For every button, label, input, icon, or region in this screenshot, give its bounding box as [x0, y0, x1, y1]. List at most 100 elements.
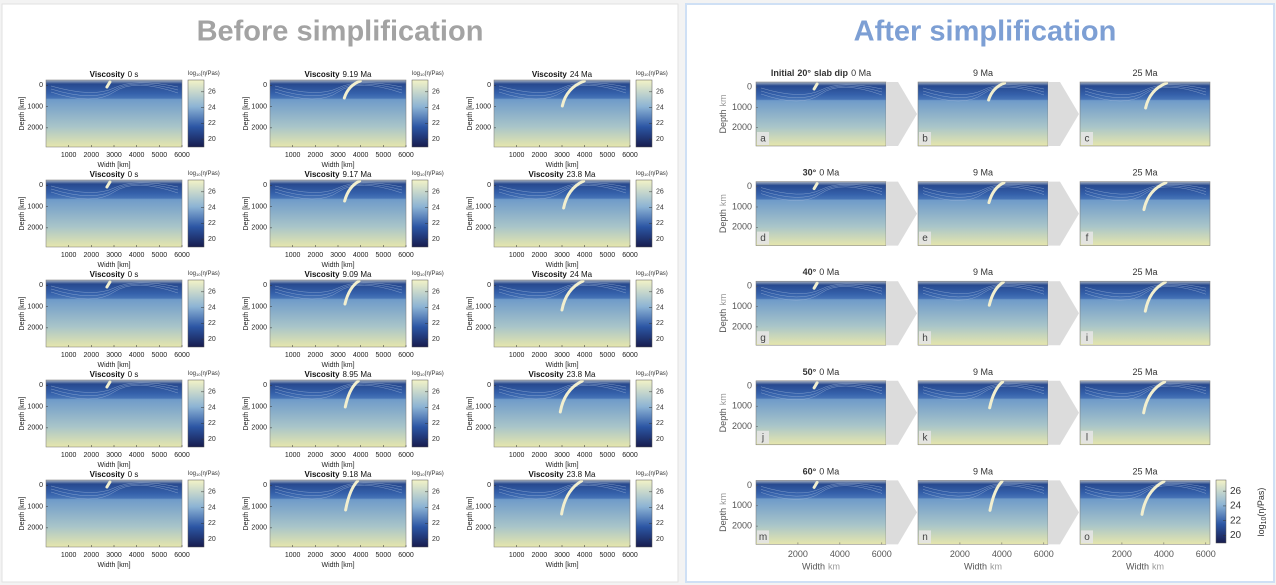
title-bold: slab dip [814, 68, 849, 78]
label-part: log [188, 371, 196, 377]
panel-letter: l [1086, 432, 1088, 443]
colorbar [187, 379, 205, 448]
panel-frame [917, 480, 1049, 545]
colorbar-tick-label: 20 [432, 536, 440, 543]
x-tick-label: 4000 [1154, 549, 1174, 559]
x-axis-label: Width [km] [97, 262, 130, 269]
colorbar-tick-label: 24 [208, 504, 216, 511]
y-tick-label: 0 [487, 182, 491, 189]
label-sub: 10 [644, 72, 649, 77]
streamline [760, 484, 883, 497]
x-tick-label: 6000 [398, 552, 414, 559]
streamline [50, 483, 179, 496]
title-time: 25 Ma [1132, 268, 1157, 278]
x-tick-label: 3000 [106, 152, 122, 159]
title-time: 25 Ma [1132, 367, 1157, 377]
slab [105, 380, 112, 389]
x-axis-label: Width [km] [97, 162, 130, 169]
slab [812, 82, 819, 91]
y-tick-label: 1000 [475, 203, 491, 210]
x-tick-label: 6000 [1034, 549, 1054, 559]
x-tick-label: 6000 [1196, 549, 1216, 559]
streamline [498, 382, 627, 393]
x-tick-label: 4000 [577, 252, 593, 259]
label-part: (η/Pas) [648, 371, 667, 377]
panel-title: Viscosity 8.95 Ma [305, 370, 372, 379]
viscosity-field [494, 180, 630, 247]
viscosity-field [270, 80, 406, 147]
title-bold: Viscosity [532, 70, 568, 79]
streamline [922, 186, 1045, 201]
streamline [922, 484, 1045, 497]
colorbar-tick-label: 24 [432, 504, 440, 511]
label-part: log [412, 71, 420, 77]
label-part: (η/Pas) [1256, 488, 1266, 517]
y-axis-label: Depth [km] [243, 497, 250, 531]
panel-frame [917, 81, 1049, 147]
y-tick-label: 1000 [732, 201, 752, 211]
title-time: 0 Ma [819, 367, 839, 377]
label-sub: 10 [196, 72, 201, 77]
y-tick-label: 2000 [732, 222, 752, 232]
panel-title: Viscosity 0 s [90, 170, 139, 179]
colorbar-tick-label: 22 [1230, 515, 1242, 526]
x-tick-label: 4000 [129, 452, 145, 459]
panel-title: Initial 20° slab dip 0 Ma [771, 68, 871, 78]
label-sub: 10 [420, 172, 425, 177]
y-tick-label: 2000 [251, 425, 267, 432]
panel-letter-box [919, 530, 931, 544]
label-part: log [188, 471, 196, 477]
panel-title: 9 Ma [973, 168, 993, 178]
label-unit: km [828, 562, 840, 572]
x-tick-label: 5000 [376, 252, 392, 259]
x-tick-label: 6000 [174, 352, 190, 359]
viscosity-field [756, 480, 886, 545]
x-tick-label: 6000 [872, 549, 892, 559]
title-dip: 30° [803, 168, 817, 178]
y-tick-label: 0 [487, 82, 491, 89]
panel-title: Viscosity 9.18 Ma [305, 470, 372, 479]
slab [105, 180, 112, 189]
x-tick-label: 1000 [61, 552, 77, 559]
streamline [760, 186, 883, 201]
streamline [274, 382, 403, 393]
colorbar-tick-label: 20 [656, 436, 664, 443]
streamline [760, 385, 883, 400]
y-tick-label: 1000 [251, 303, 267, 310]
viscosity-field [918, 281, 1048, 346]
panel-title: Viscosity 24 Ma [532, 270, 593, 279]
y-tick-label: 0 [747, 480, 752, 490]
colorbar-tick-label: 22 [656, 420, 664, 427]
slab [812, 381, 819, 390]
colorbar [411, 479, 429, 548]
x-axis-label: Width [km] [97, 462, 130, 469]
streamline [1084, 286, 1207, 301]
y-tick-label: 1000 [475, 403, 491, 410]
panel-title: Viscosity 23.8 Ma [529, 170, 596, 179]
streamline [274, 283, 403, 296]
panel-letter: n [922, 532, 928, 543]
viscosity-field [918, 82, 1048, 146]
label-part: log [636, 371, 644, 377]
streamline [274, 385, 403, 400]
streamline [760, 87, 883, 102]
streamline [50, 85, 179, 100]
y-tick-label: 2000 [475, 425, 491, 432]
label-unit: km [718, 194, 728, 206]
x-tick-label: 3000 [330, 452, 346, 459]
x-axis-label: Width km [802, 562, 840, 572]
label-sub: 10 [196, 472, 201, 477]
y-tick-label: 0 [39, 482, 43, 489]
chevron [1049, 82, 1079, 146]
panel-frame [917, 181, 1049, 246]
y-axis-label: Depth [km] [467, 297, 474, 331]
y-axis-label: Depth [km] [19, 97, 26, 131]
label-sub: 10 [644, 172, 649, 177]
streamline [274, 182, 403, 193]
colorbar-tick-label: 26 [1230, 486, 1242, 497]
y-axis-label: Depth [km] [19, 397, 26, 431]
y-tick-label: 0 [263, 282, 267, 289]
y-tick-label: 2000 [27, 525, 43, 532]
y-tick-label: 0 [487, 282, 491, 289]
chevron [1049, 480, 1079, 545]
